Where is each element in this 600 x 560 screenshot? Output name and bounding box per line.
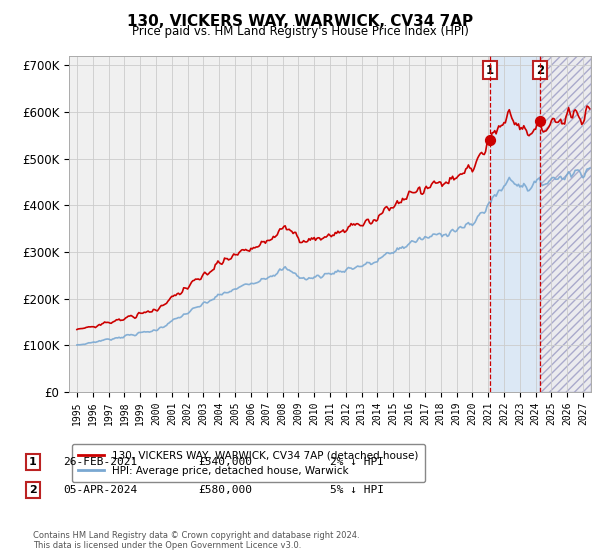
Text: Price paid vs. HM Land Registry's House Price Index (HPI): Price paid vs. HM Land Registry's House …: [131, 25, 469, 38]
Text: Contains HM Land Registry data © Crown copyright and database right 2024.
This d: Contains HM Land Registry data © Crown c…: [33, 530, 359, 550]
Text: 1: 1: [486, 63, 494, 77]
Text: 05-APR-2024: 05-APR-2024: [63, 485, 137, 495]
Bar: [540, 56, 591, 392]
Point: [485, 136, 495, 144]
Text: 1: 1: [29, 457, 37, 467]
Bar: [490, 56, 540, 392]
Text: 130, VICKERS WAY, WARWICK, CV34 7AP: 130, VICKERS WAY, WARWICK, CV34 7AP: [127, 14, 473, 29]
Text: 5% ↓ HPI: 5% ↓ HPI: [330, 485, 384, 495]
Text: 26-FEB-2021: 26-FEB-2021: [63, 457, 137, 467]
Point: [535, 117, 545, 126]
Text: 2% ↓ HPI: 2% ↓ HPI: [330, 457, 384, 467]
Text: £540,000: £540,000: [198, 457, 252, 467]
Text: £580,000: £580,000: [198, 485, 252, 495]
Text: 2: 2: [29, 485, 37, 495]
Legend: 130, VICKERS WAY, WARWICK, CV34 7AP (detached house), HPI: Average price, detach: 130, VICKERS WAY, WARWICK, CV34 7AP (det…: [71, 444, 425, 482]
Text: 2: 2: [536, 63, 544, 77]
Bar: [540, 56, 591, 392]
